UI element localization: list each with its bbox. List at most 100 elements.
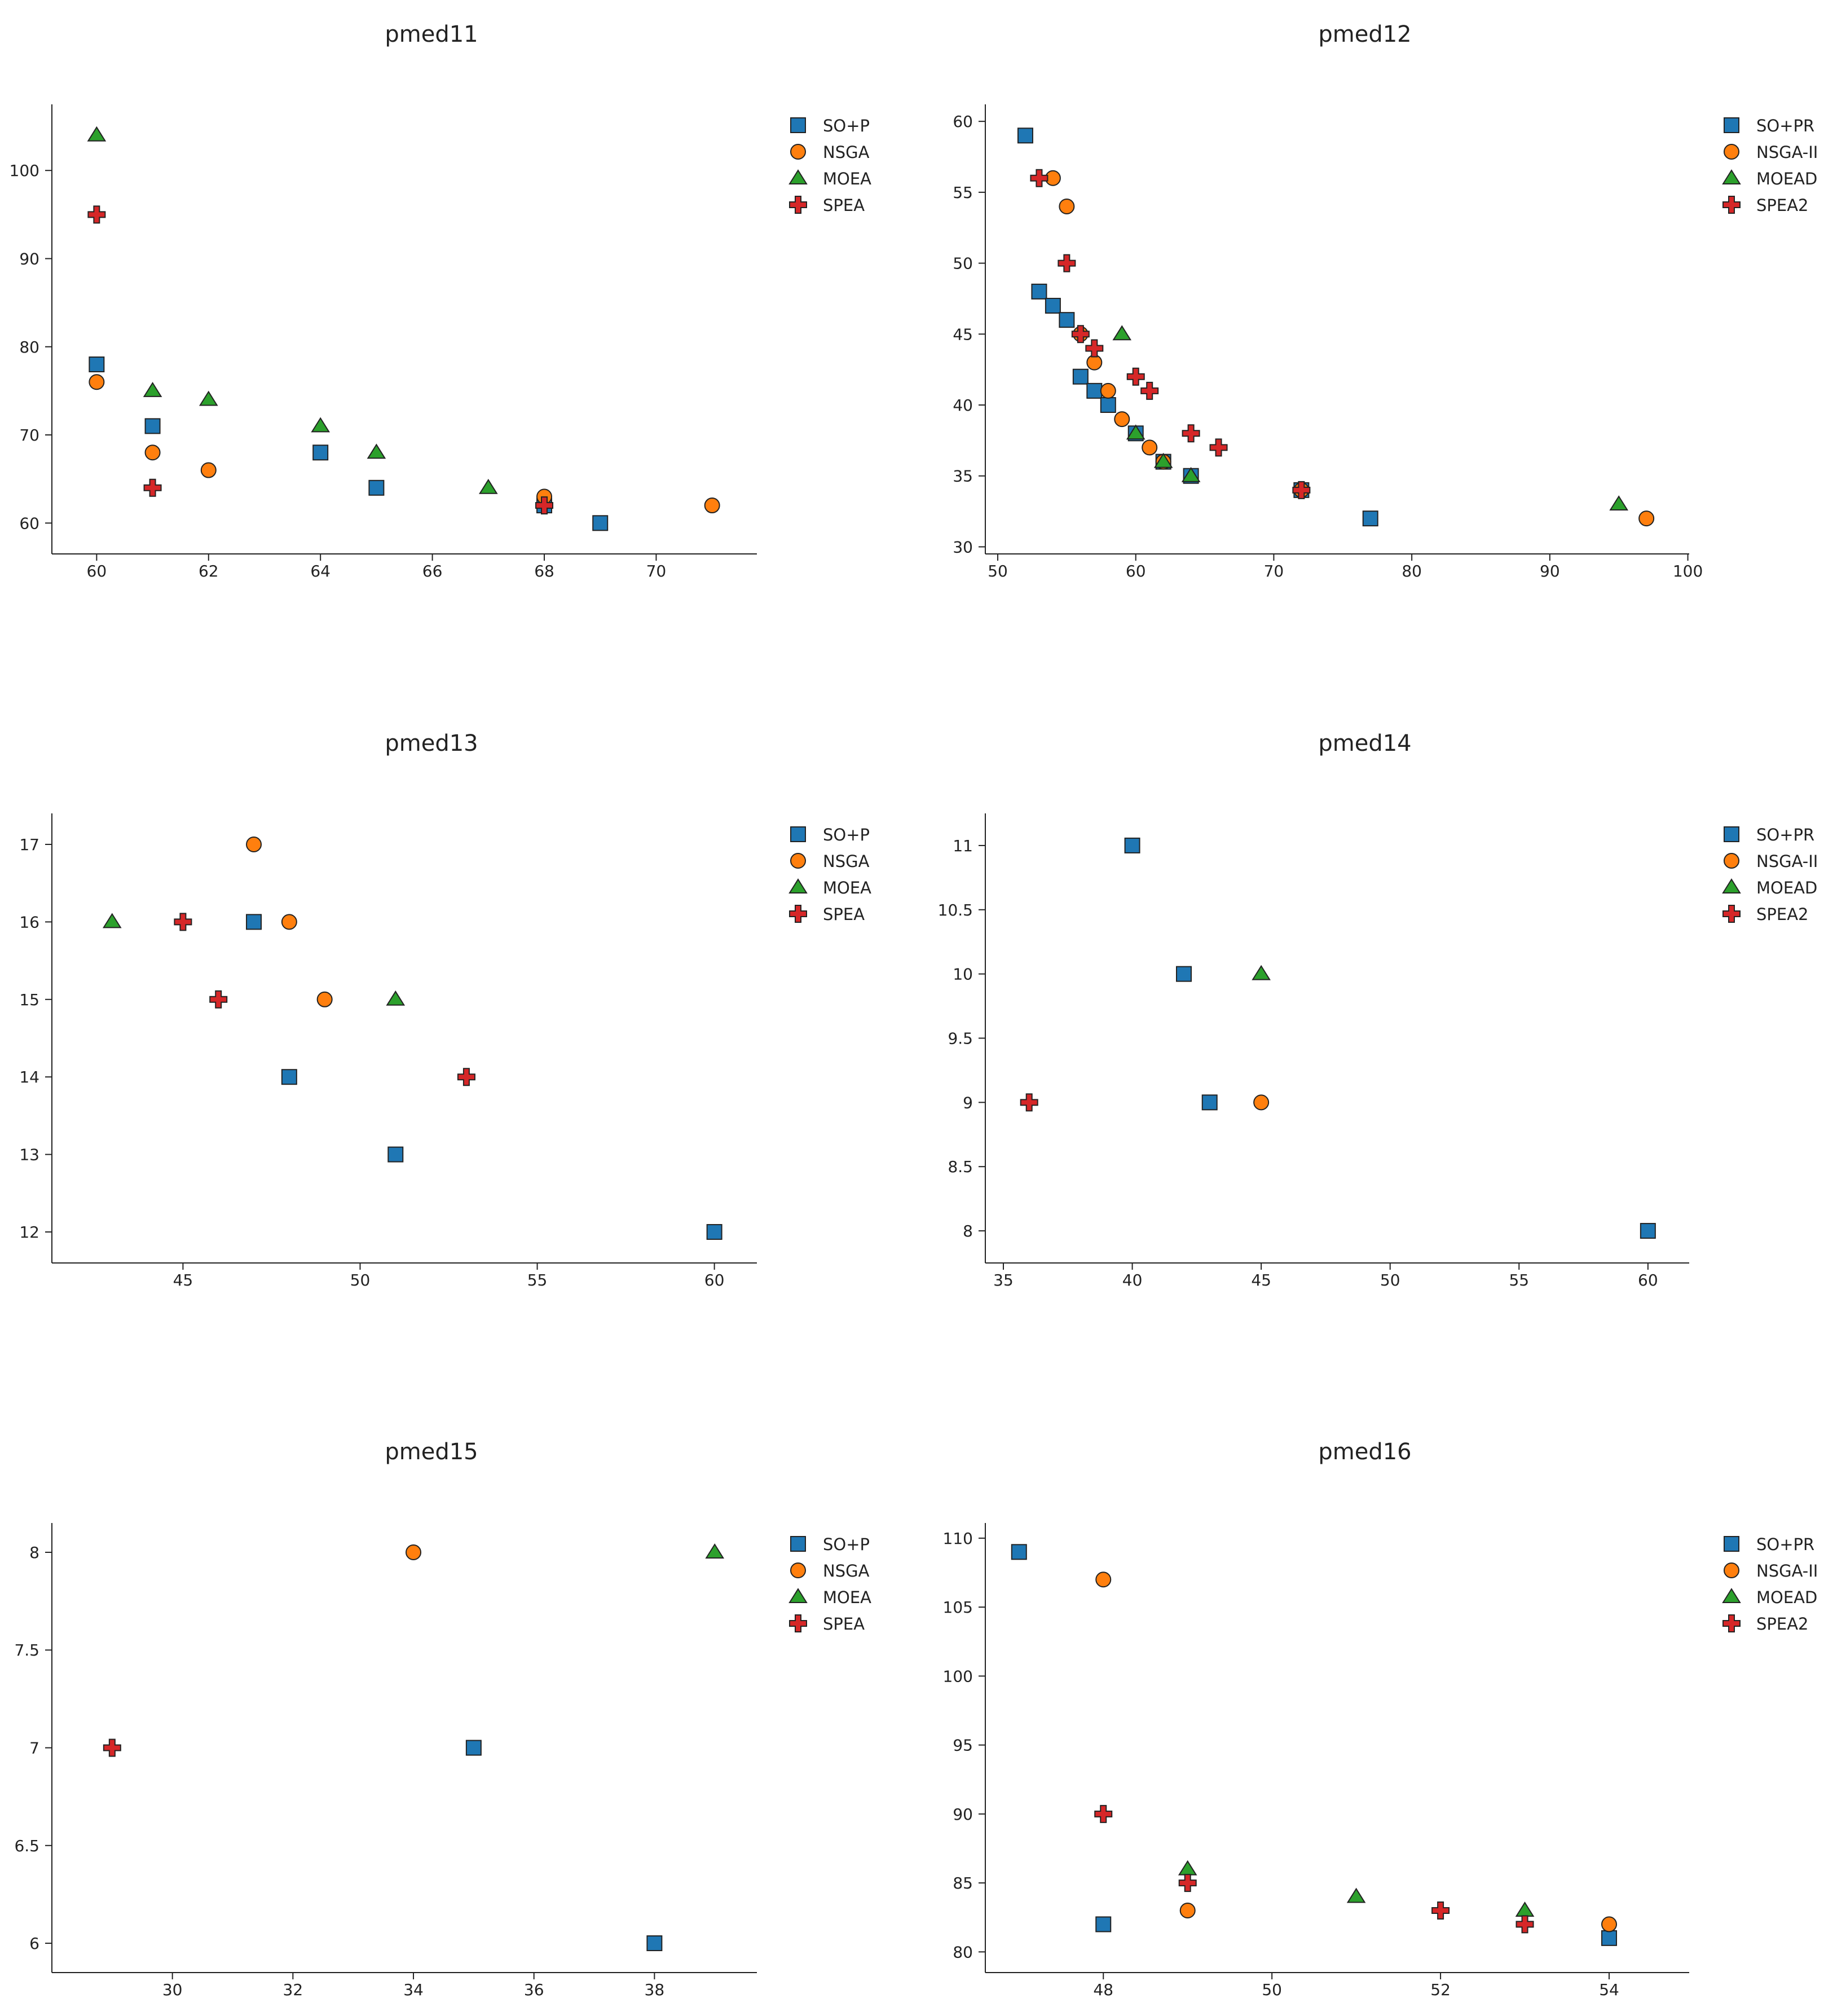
y-tick-label: 35 [953,467,973,486]
point-moead [705,1543,725,1559]
point-spea2 [1094,1804,1113,1823]
chart-title: pmed14 [1318,730,1411,756]
point-nsga-ii [406,1544,422,1560]
series-spea2 [1094,1804,1534,1934]
series-nsga-ii [1095,1572,1618,1933]
series-so-pr [246,914,722,1240]
chart-panel-pmed14: pmed14 35 40 45 50 55 60 8 8.5 9 9.5 10 10.5 11 SO+PR N… [938,730,1818,1289]
y-tick-label: 80 [953,1943,973,1961]
x-tick-label: 50 [1380,1271,1400,1289]
legend-marker-moead [1722,878,1741,893]
point-moead [1609,495,1629,511]
point-nsga-ii [1100,382,1116,399]
series-so-pr [1017,127,1378,527]
point-so-pr [1100,397,1116,413]
y-tick-label: 45 [953,325,973,344]
chart-title: pmed11 [385,21,478,47]
point-so-pr [1031,283,1047,300]
legend-label-nsga-ii: NSGA [823,143,870,162]
y-tick-label: 6 [29,1934,39,1953]
legend-marker-moead [788,169,808,184]
point-so-pr [368,479,385,496]
point-so-pr [1011,1544,1027,1560]
y-tick-label: 80 [19,338,39,356]
legend-label-moead: MOEA [823,169,871,188]
series-spea2 [87,205,554,515]
legend-marker-nsga-ii [790,144,806,160]
legend-label-so-pr: SO+PR [1756,825,1814,844]
point-so-pr [312,444,329,461]
series-nsga-ii [1253,1094,1270,1111]
series-spea2 [103,1738,121,1757]
x-tick-label: 55 [527,1271,548,1289]
legend-marker-so-pr [790,117,806,133]
series-moead [1112,325,1629,511]
point-moead [479,478,498,494]
y-tick-label: 85 [953,1874,973,1892]
y-tick-label: 100 [943,1667,973,1685]
point-moead [367,443,386,459]
point-moead [1346,1887,1366,1903]
y-tick-label: 90 [19,249,39,268]
point-so-pr [89,356,105,373]
legend-label-moead: MOEA [823,1588,871,1607]
y-tick-label: 7.5 [14,1641,39,1660]
series-moead [705,1543,725,1559]
y-tick-label: 13 [19,1146,39,1164]
legend-marker-spea2 [789,196,807,214]
y-tick-label: 105 [943,1598,973,1617]
legend-label-spea2: SPEA2 [1756,905,1809,924]
series-moead [87,126,498,494]
y-tick-label: 70 [19,426,39,444]
point-spea2 [143,478,162,497]
y-tick-label: 10 [953,965,973,984]
series-so-pr [89,356,609,531]
x-tick-label: 38 [645,1980,665,1999]
x-tick-label: 90 [1540,562,1560,580]
y-tick-label: 8.5 [948,1157,973,1176]
legend-marker-spea2 [789,905,807,923]
legend-label-nsga-ii: NSGA-II [1756,852,1818,871]
legend-label-spea2: SPEA [823,905,865,924]
x-tick-label: 80 [1402,562,1422,580]
point-spea2 [1140,381,1159,400]
point-moead [143,382,162,397]
legend-marker-moead [1722,1588,1741,1603]
x-tick-label: 70 [646,562,667,580]
y-tick-label: 12 [19,1223,39,1242]
x-tick-label: 100 [1673,562,1703,580]
point-nsga-ii [1095,1572,1112,1588]
point-nsga-ii [1601,1916,1618,1933]
y-tick-label: 55 [953,183,973,202]
x-tick-label: 48 [1093,1980,1113,1999]
series-so-pr [1124,837,1656,1239]
point-so-pr [1059,312,1075,328]
y-tick-label: 16 [19,913,39,931]
point-nsga-ii [1142,439,1158,456]
series-so-pr [465,1740,663,1952]
point-spea2 [1058,254,1076,272]
point-so-pr [1601,1930,1618,1946]
legend-label-spea2: SPEA [823,1614,865,1634]
series-so-pr [1011,1544,1618,1946]
x-tick-label: 60 [87,562,107,580]
point-so-pr [1176,966,1192,982]
chart-title: pmed15 [385,1439,478,1465]
legend-marker-nsga-ii [1724,144,1739,160]
point-nsga-ii [316,991,333,1007]
legend-label-moead: MOEA [823,878,871,897]
point-nsga-ii [1638,510,1655,527]
point-moead [1515,1901,1535,1917]
y-tick-label: 90 [953,1805,973,1824]
legend-label-spea2: SPEA2 [1756,196,1809,215]
legend-marker-moead [788,1588,808,1603]
legend-marker-nsga-ii [1724,1562,1739,1578]
legend-label-spea2: SPEA [823,196,865,215]
point-so-pr [1124,837,1140,853]
y-tick-label: 95 [953,1736,973,1755]
point-moead [311,417,330,433]
legend-label-so-pr: SO+PR [1756,116,1814,135]
series-nsga-ii [1045,170,1655,527]
y-tick-label: 6.5 [14,1837,39,1855]
legend-label-so-pr: SO+P [823,116,870,135]
